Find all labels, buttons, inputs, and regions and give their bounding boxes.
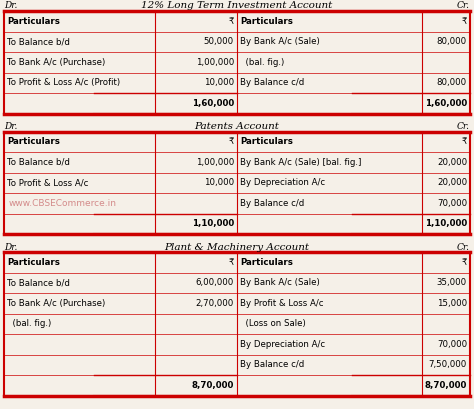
Text: Particulars: Particulars [7,137,60,146]
Text: Particulars: Particulars [240,17,293,26]
Text: ₹: ₹ [228,17,234,26]
Text: (Loss on Sale): (Loss on Sale) [240,319,306,328]
Text: By Depreciation A/c: By Depreciation A/c [240,178,325,187]
Text: 35,000: 35,000 [437,278,467,287]
Text: Dr.: Dr. [4,122,18,131]
Text: 80,000: 80,000 [437,37,467,46]
Text: Particulars: Particulars [7,17,60,26]
Text: Particulars: Particulars [240,137,293,146]
Text: ₹: ₹ [462,137,467,146]
Text: By Profit & Loss A/c: By Profit & Loss A/c [240,299,323,308]
Text: 80,000: 80,000 [437,78,467,87]
Text: By Bank A/c (Sale): By Bank A/c (Sale) [240,278,320,287]
Text: 1,10,000: 1,10,000 [192,219,234,228]
Text: 1,00,000: 1,00,000 [196,158,234,167]
Text: To Bank A/c (Purchase): To Bank A/c (Purchase) [7,58,105,67]
Text: ₹: ₹ [228,258,234,267]
Text: ₹: ₹ [228,137,234,146]
Text: Cr.: Cr. [457,243,470,252]
Text: (bal. fig.): (bal. fig.) [240,58,284,67]
Text: To Balance b/d: To Balance b/d [7,158,70,167]
Text: To Profit & Loss A/c: To Profit & Loss A/c [7,178,88,187]
Text: 70,000: 70,000 [437,199,467,208]
Text: www.CBSECommerce.in: www.CBSECommerce.in [9,199,117,208]
Text: ₹: ₹ [462,17,467,26]
Text: By Balance c/d: By Balance c/d [240,360,304,369]
Text: 1,10,000: 1,10,000 [425,219,467,228]
Text: 10,000: 10,000 [204,178,234,187]
Text: 8,70,000: 8,70,000 [191,381,234,390]
Text: 20,000: 20,000 [437,158,467,167]
Text: 2,70,000: 2,70,000 [196,299,234,308]
Text: Plant & Machinery Account: Plant & Machinery Account [164,243,310,252]
Text: 70,000: 70,000 [437,340,467,349]
Text: 15,000: 15,000 [437,299,467,308]
Text: 6,00,000: 6,00,000 [196,278,234,287]
Text: By Bank A/c (Sale) [bal. fig.]: By Bank A/c (Sale) [bal. fig.] [240,158,361,167]
Text: By Depreciation A/c: By Depreciation A/c [240,340,325,349]
Text: 10,000: 10,000 [204,78,234,87]
Text: Particulars: Particulars [240,258,293,267]
Text: Patents Account: Patents Account [194,122,280,131]
Text: Cr.: Cr. [457,122,470,131]
Text: 8,70,000: 8,70,000 [425,381,467,390]
Text: Dr.: Dr. [4,2,18,11]
Text: To Bank A/c (Purchase): To Bank A/c (Purchase) [7,299,105,308]
Text: 50,000: 50,000 [204,37,234,46]
Text: 1,00,000: 1,00,000 [196,58,234,67]
Text: Particulars: Particulars [7,258,60,267]
Text: To Balance b/d: To Balance b/d [7,37,70,46]
Text: ₹: ₹ [462,258,467,267]
Text: Cr.: Cr. [457,2,470,11]
Text: To Profit & Loss A/c (Profit): To Profit & Loss A/c (Profit) [7,78,120,87]
Text: By Bank A/c (Sale): By Bank A/c (Sale) [240,37,320,46]
Text: (bal. fig.): (bal. fig.) [7,319,51,328]
Text: 7,50,000: 7,50,000 [429,360,467,369]
Text: 20,000: 20,000 [437,178,467,187]
Text: By Balance c/d: By Balance c/d [240,199,304,208]
Text: By Balance c/d: By Balance c/d [240,78,304,87]
Text: To Balance b/d: To Balance b/d [7,278,70,287]
Text: 1,60,000: 1,60,000 [425,99,467,108]
Text: 12% Long Term Investment Account: 12% Long Term Investment Account [141,2,333,11]
Text: Dr.: Dr. [4,243,18,252]
Text: 1,60,000: 1,60,000 [192,99,234,108]
